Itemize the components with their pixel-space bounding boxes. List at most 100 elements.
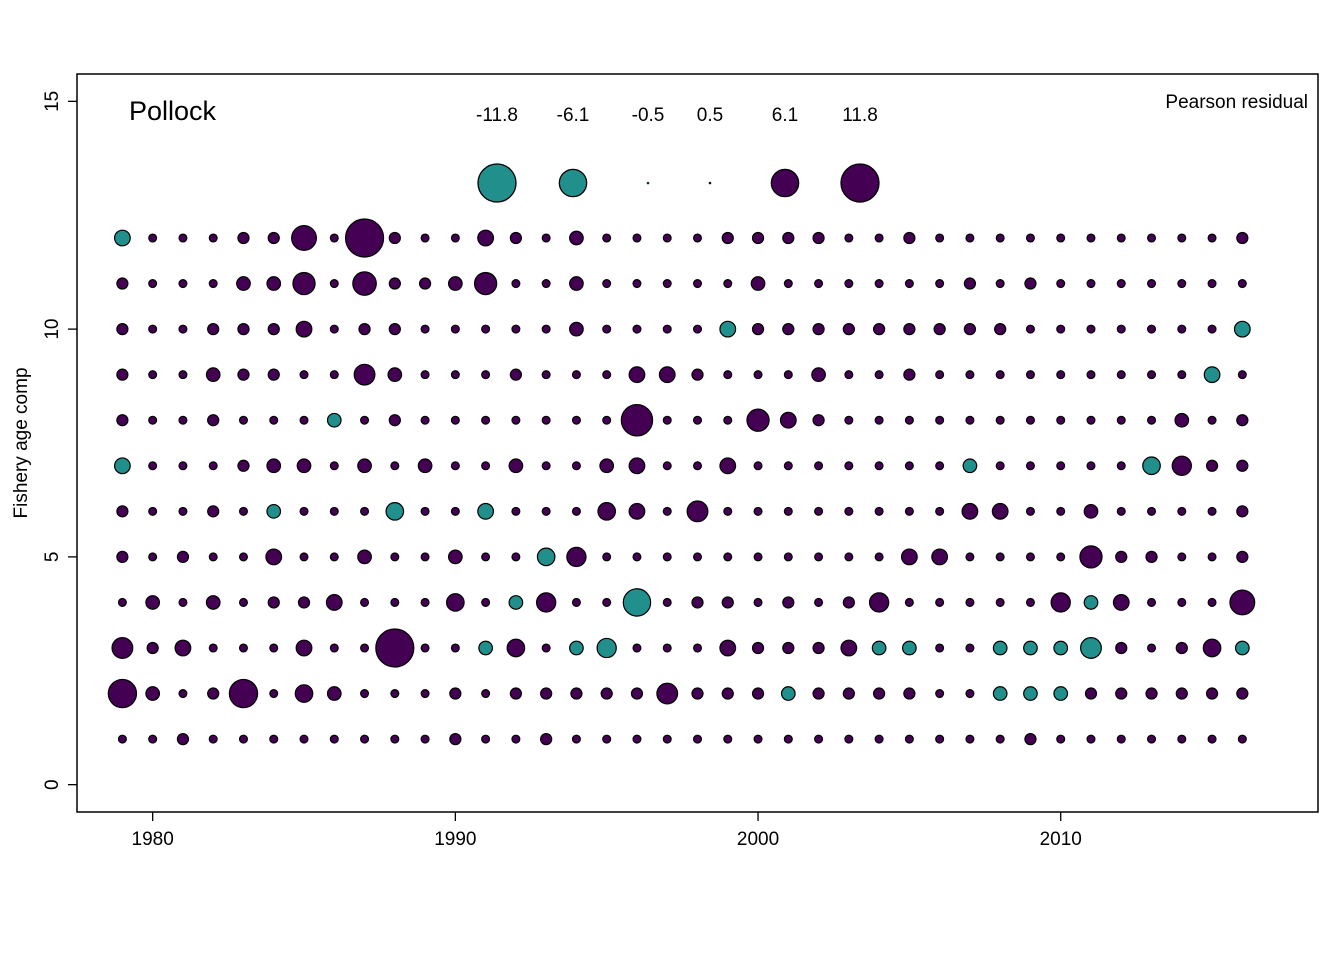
residual-bubble	[266, 503, 282, 519]
residual-bubble	[995, 415, 1005, 425]
residual-bubble	[269, 415, 279, 425]
residual-bubble	[178, 597, 188, 607]
legend-bubble	[708, 181, 712, 185]
residual-bubble	[473, 271, 498, 296]
residual-bubble	[295, 320, 313, 338]
residual-bubble	[207, 414, 220, 427]
residual-bubble	[267, 596, 280, 609]
residual-bubble	[481, 689, 491, 699]
residual-bubble	[692, 643, 703, 653]
residual-bubble	[390, 552, 400, 562]
residual-bubble	[723, 506, 733, 516]
residual-bubble	[178, 689, 188, 699]
residual-bubble	[541, 506, 551, 516]
residual-bubble	[1233, 320, 1251, 338]
residual-bubble	[481, 324, 491, 334]
residual-bubble	[207, 505, 220, 518]
residual-bubble	[267, 368, 280, 381]
residual-bubble	[569, 321, 584, 337]
y-tick-label: 15	[42, 91, 63, 112]
residual-bubble	[116, 505, 129, 518]
residual-bubble	[783, 506, 793, 516]
residual-bubble	[1084, 687, 1098, 700]
residual-bubble	[1079, 545, 1103, 569]
residual-bubble	[178, 324, 188, 334]
residual-bubble	[965, 233, 975, 243]
residual-bubble	[1023, 686, 1038, 701]
residual-bubble	[1025, 597, 1035, 607]
legend-bubble	[840, 163, 880, 203]
residual-bubble	[904, 597, 914, 607]
residual-bubble	[662, 233, 672, 243]
residual-bubble	[148, 279, 158, 289]
residual-bubble	[662, 461, 672, 471]
residual-bubble	[1086, 461, 1096, 471]
residual-bubble	[375, 628, 415, 668]
residual-bubble	[1237, 370, 1247, 380]
residual-bubble	[478, 640, 493, 656]
residual-bubble	[904, 461, 914, 471]
residual-bubble	[329, 461, 339, 471]
residual-bubble	[780, 686, 796, 701]
residual-bubble	[113, 229, 131, 247]
residual-bubble	[691, 596, 704, 609]
residual-bubble	[508, 595, 524, 610]
residual-bubble	[148, 370, 158, 380]
residual-bubble	[1177, 597, 1187, 607]
residual-bubble	[965, 415, 975, 425]
residual-bubble	[329, 370, 339, 380]
residual-bubble	[450, 370, 460, 380]
residual-bubble	[995, 233, 1005, 243]
residual-bubble	[1207, 415, 1217, 425]
residual-bubble	[1234, 640, 1250, 656]
residual-bubble	[844, 461, 854, 471]
residual-bubble	[992, 686, 1008, 701]
residual-bubble	[116, 414, 129, 427]
residual-bubble	[1116, 370, 1126, 380]
residual-bubble	[1116, 734, 1126, 744]
residual-bubble	[450, 643, 460, 653]
residual-bubble	[329, 506, 339, 516]
residual-bubble	[388, 277, 401, 290]
residual-bubble	[571, 506, 581, 516]
residual-bubble	[1056, 506, 1066, 516]
residual-bubble	[566, 546, 587, 568]
residual-bubble	[178, 279, 188, 289]
residual-bubble	[299, 415, 309, 425]
residual-bubble	[1147, 597, 1157, 607]
residual-bubble	[178, 233, 188, 243]
residual-bubble	[662, 552, 672, 562]
residual-bubble	[1025, 506, 1035, 516]
bubbles	[107, 218, 1256, 746]
residual-bubble	[812, 322, 825, 336]
residual-bubble	[1025, 415, 1035, 425]
residual-bubble	[511, 324, 521, 334]
residual-bubble	[294, 684, 314, 703]
residual-bubble	[630, 687, 644, 700]
residual-bubble	[814, 279, 824, 289]
residual-bubble	[266, 276, 282, 291]
residual-bubble	[1024, 277, 1037, 290]
residual-bubble	[390, 597, 400, 607]
residual-bubble	[933, 322, 946, 336]
residual-bubble	[662, 597, 672, 607]
residual-bubble	[1205, 687, 1219, 700]
residual-bubble	[145, 595, 161, 610]
residual-bubble	[541, 279, 551, 289]
residual-bubble	[599, 458, 615, 474]
residual-bubble	[481, 597, 491, 607]
residual-bubble	[602, 324, 612, 334]
residual-bubble	[994, 322, 1007, 336]
residual-bubble	[719, 457, 737, 475]
residual-bubble	[868, 592, 890, 613]
residual-bubble	[420, 734, 430, 744]
residual-bubble	[292, 271, 316, 296]
residual-bubble	[1147, 233, 1157, 243]
residual-bubble	[1229, 589, 1256, 616]
residual-bubble	[1053, 640, 1069, 656]
residual-bubble	[571, 597, 581, 607]
residual-bubble	[1175, 641, 1188, 655]
residual-bubble	[148, 415, 158, 425]
residual-bubble	[602, 415, 612, 425]
residual-bubble	[995, 597, 1005, 607]
